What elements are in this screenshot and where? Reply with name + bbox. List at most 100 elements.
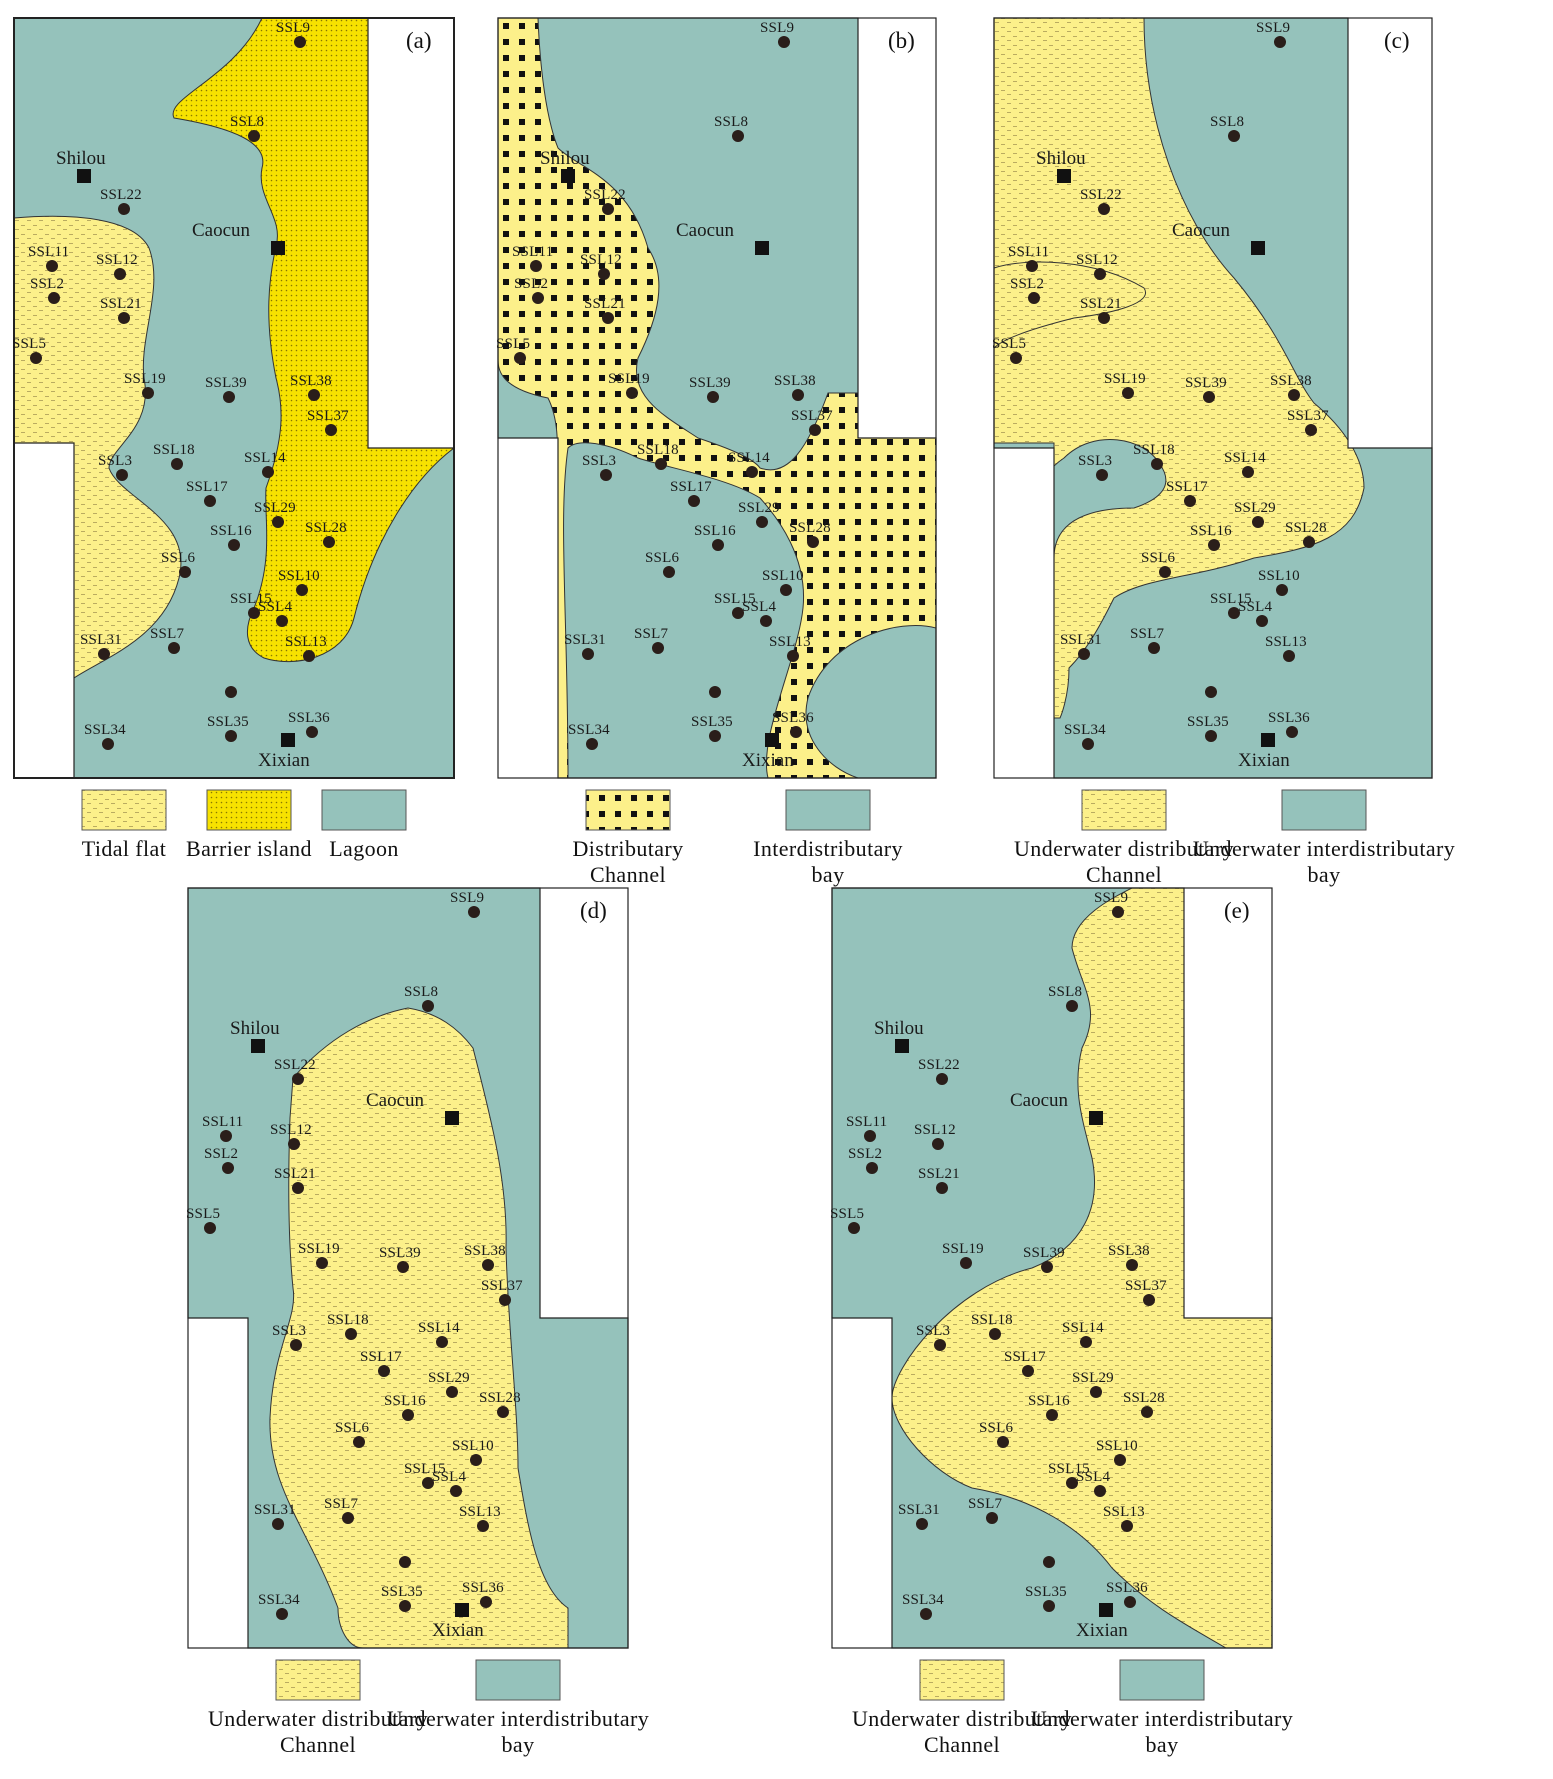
well-label: SSL22 (584, 187, 626, 203)
well-marker (936, 1182, 948, 1194)
well-marker (778, 36, 790, 48)
well-marker (248, 607, 260, 619)
legend-swatch (1081, 789, 1167, 831)
legend-label-line2: bay (502, 1732, 535, 1757)
well-marker (1078, 648, 1090, 660)
well-marker (204, 1222, 216, 1234)
well-marker (809, 424, 821, 436)
panel-c: (c) SSL9 SSL8 SSL22 SSL11 SSL2 SSL12 SSL21 SSL5 S… (992, 17, 1455, 887)
well-marker (272, 516, 284, 528)
well-label: SSL8 (714, 114, 748, 130)
legend-label: Interdistributary (753, 836, 903, 861)
well-marker (1098, 203, 1110, 215)
well-marker (1228, 607, 1240, 619)
panel-a: (a) SSL9 SSL8 SSL22 SSL11 SSL2 SSL12 SSL21 SSL5 S… (12, 17, 455, 861)
well-marker (1028, 292, 1040, 304)
well-marker (48, 292, 60, 304)
well-label: SSL7 (150, 626, 184, 642)
well-marker (532, 292, 544, 304)
well-marker (652, 642, 664, 654)
well-label: SSL37 (1125, 1278, 1167, 1294)
town-marker (1251, 241, 1265, 255)
well-label: SSL22 (100, 187, 142, 203)
well-label: SSL12 (914, 1122, 956, 1138)
well-marker (342, 1512, 354, 1524)
well-label: SSL17 (186, 479, 228, 495)
well-label: SSL31 (254, 1502, 296, 1518)
well-label: SSL8 (230, 114, 264, 130)
well-label: SSL34 (1064, 722, 1106, 738)
well-label: SSL6 (645, 550, 679, 566)
well-marker (1112, 906, 1124, 918)
legend-label-line2: Channel (1086, 862, 1162, 887)
well-label: SSL16 (384, 1393, 426, 1409)
well-label: SSL28 (789, 520, 831, 536)
well-marker (316, 1257, 328, 1269)
legend-label: Underwater distributary (852, 1706, 1072, 1731)
well-label: SSL11 (28, 244, 69, 260)
well-marker (787, 650, 799, 662)
town-label: Shilou (1036, 148, 1086, 169)
legend-label: Underwater distributary (1014, 836, 1234, 861)
panel-e: (e) SSL9 SSL8 SSL22 SSL11 SSL2 SSL12 SSL21 SSL5 S… (830, 887, 1293, 1757)
well-marker (1151, 458, 1163, 470)
well-marker (760, 615, 772, 627)
well-label: SSL8 (1048, 984, 1082, 1000)
well-marker (934, 1339, 946, 1351)
well-label: SSL21 (584, 296, 626, 312)
well-label: SSL28 (1285, 520, 1327, 536)
map-boundary (831, 887, 1273, 1649)
well-marker (306, 726, 318, 738)
town-marker (895, 1039, 909, 1053)
well-marker (582, 648, 594, 660)
well-label: SSL10 (762, 568, 804, 584)
well-label: SSL39 (379, 1245, 421, 1261)
well-label: SSL5 (496, 336, 530, 352)
legend-swatch (919, 1659, 1005, 1701)
well-marker (626, 387, 638, 399)
well-label: SSL38 (774, 373, 816, 389)
well-label: SSL38 (290, 373, 332, 389)
well-marker (655, 458, 667, 470)
well-label: SSL21 (918, 1166, 960, 1182)
well-marker (482, 1259, 494, 1271)
well-marker (1205, 730, 1217, 742)
legend-label: Underwater interdistributary (1193, 836, 1455, 861)
well-label: SSL10 (1096, 1438, 1138, 1454)
well-label: SSL38 (464, 1243, 506, 1259)
well-marker (1283, 650, 1295, 662)
legend-item: Barrier island (186, 789, 312, 861)
well-marker (602, 203, 614, 215)
well-marker (402, 1409, 414, 1421)
well-marker (1143, 1294, 1155, 1306)
well-label: SSL5 (186, 1206, 220, 1222)
town-marker (271, 241, 285, 255)
well-label: SSL19 (124, 371, 166, 387)
well-label: SSL38 (1270, 373, 1312, 389)
legend-label: Underwater interdistributary (1031, 1706, 1293, 1731)
well-label: SSL16 (694, 523, 736, 539)
well-marker (225, 730, 237, 742)
well-marker (756, 516, 768, 528)
well-marker (1098, 312, 1110, 324)
well-label: SSL12 (1076, 252, 1118, 268)
well-label: SSL31 (80, 632, 122, 648)
well-label: SSL4 (1076, 1469, 1110, 1485)
well-label: SSL29 (254, 500, 296, 516)
well-label: SSL2 (204, 1146, 238, 1162)
well-label: SSL11 (846, 1114, 887, 1130)
well-marker (1286, 726, 1298, 738)
well-label: SSL15 (1210, 591, 1252, 607)
well-marker (1010, 352, 1022, 364)
well-label: SSL10 (1258, 568, 1300, 584)
well-marker (248, 130, 260, 142)
well-label: SSL14 (1224, 450, 1266, 466)
well-marker (1184, 495, 1196, 507)
well-label: SSL29 (1234, 500, 1276, 516)
well-marker (663, 566, 675, 578)
well-label: SSL19 (608, 371, 650, 387)
well-marker (308, 389, 320, 401)
